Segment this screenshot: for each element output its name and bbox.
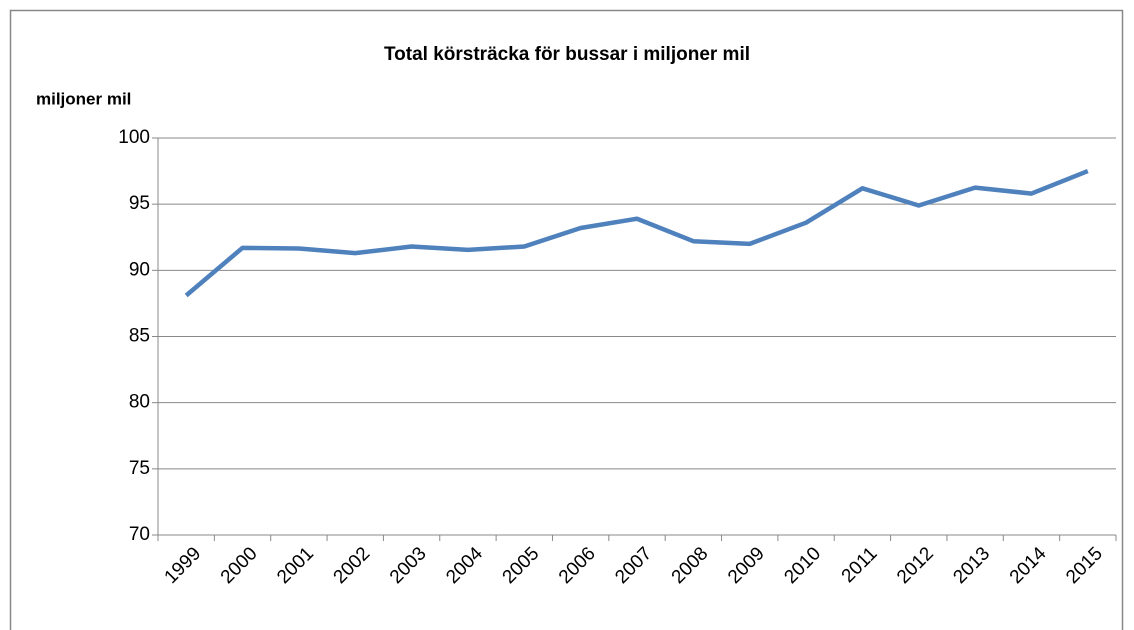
- x-tick-label: 2014: [1006, 543, 1051, 588]
- chart-title: Total körsträcka för bussar i miljoner m…: [384, 44, 750, 65]
- x-tick-label: 2015: [1062, 543, 1107, 588]
- x-tick-label: 2002: [330, 543, 375, 588]
- x-tick-label: 2000: [217, 543, 262, 588]
- x-tick-label: 2011: [838, 543, 882, 587]
- y-tick-label: 80: [129, 392, 150, 413]
- x-tick-label: 2003: [386, 543, 431, 588]
- x-tick-label: 2005: [499, 543, 544, 588]
- x-tick-label: 2009: [724, 543, 769, 588]
- x-tick-label: 2008: [668, 543, 713, 588]
- x-tick-label: 2010: [780, 543, 825, 588]
- y-tick-label: 100: [118, 127, 150, 148]
- x-tick-label: 2004: [442, 543, 487, 588]
- y-tick-label: 75: [129, 458, 150, 479]
- x-tick-label: 1999: [161, 543, 206, 588]
- y-tick-label: 70: [129, 524, 150, 545]
- x-tick-label: 2012: [893, 543, 938, 588]
- x-tick-label: 2007: [611, 543, 656, 588]
- x-tick-label: 2001: [273, 543, 318, 588]
- x-tick-label: 2013: [949, 543, 994, 588]
- x-tick-label: 2006: [555, 543, 600, 588]
- y-tick-label: 90: [129, 259, 150, 280]
- y-tick-label: 95: [129, 193, 150, 214]
- chart-border: [9, 9, 1124, 630]
- data-line: [184, 168, 1089, 298]
- y-tick-label: 85: [129, 326, 150, 347]
- y-axis-label: miljoner mil: [36, 89, 131, 108]
